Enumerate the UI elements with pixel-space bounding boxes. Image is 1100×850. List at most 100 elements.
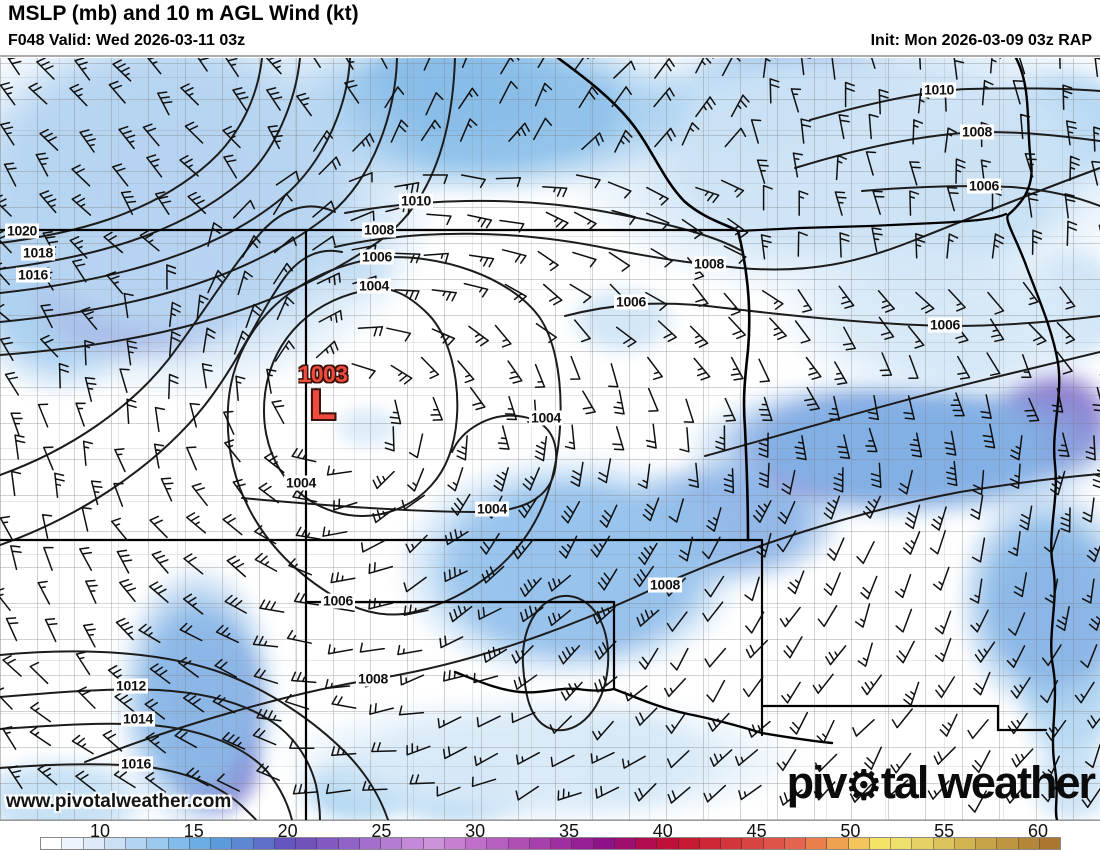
colorbar-cell: [827, 838, 849, 849]
isobar-label: 1004: [475, 500, 509, 517]
scale-tick: 25: [371, 821, 392, 841]
isobar-label: 1018: [21, 244, 55, 261]
isobar-label: 1010: [922, 81, 956, 98]
colorbar-cell: [381, 838, 403, 849]
isobar-label: 1006: [321, 592, 355, 609]
scale-tick: 60: [1027, 821, 1049, 841]
colorbar-cell: [168, 838, 190, 849]
colorbar-cell: [359, 838, 381, 849]
colorbar-cell: [423, 838, 445, 849]
scale-tick: 20: [277, 821, 298, 841]
map-canvas[interactable]: 1003 L www.pivotalweather.com piv⚙tal we…: [0, 58, 1100, 820]
isobar-label: 1004: [357, 277, 391, 294]
scale-tick: 40: [652, 821, 673, 841]
init-time-label: Init: Mon 2026-03-09 03z RAP: [870, 32, 1092, 49]
logo-text-before: piv: [786, 757, 848, 808]
colorbar-cell: [891, 838, 913, 849]
colorbar-cell: [699, 838, 721, 849]
wind-speed-scale: 10 15 20 25 30 35 40 45 50 55 60: [0, 820, 1100, 850]
colorbar-cell: [529, 838, 551, 849]
colorbar-cell: [189, 838, 211, 849]
colorbar-cell: [487, 838, 509, 849]
scale-tick: 35: [558, 821, 580, 841]
colorbar-cell: [232, 838, 254, 849]
colorbar-cell: [508, 838, 530, 849]
colorbar-cell: [253, 838, 275, 849]
scale-tick: 55: [934, 821, 955, 841]
isobar-label: 1014: [121, 710, 155, 727]
wind-barbs: [0, 58, 1100, 813]
colorbar-cell: [848, 838, 870, 849]
colorbar-cell: [147, 838, 169, 849]
colorbar-cell: [466, 838, 488, 849]
colorbar-cell: [104, 838, 126, 849]
colorbar-cell: [62, 838, 84, 849]
isobar-and-borders-layer: [0, 58, 1100, 820]
colorbar-cell: [784, 838, 806, 849]
isobar-label: 1006: [614, 293, 648, 310]
header-divider: [0, 55, 1100, 57]
isobar-label: 1008: [362, 221, 396, 238]
colorbar-cell: [444, 838, 466, 849]
isobar-label: 1006: [928, 316, 962, 333]
scale-tick: 30: [465, 821, 486, 841]
colorbar-cell: [636, 838, 658, 849]
colorbar-cell: [997, 838, 1019, 849]
colorbar-cell: [551, 838, 573, 849]
wind-speed-shading: [275, 693, 805, 820]
colorbar-cell: [954, 838, 976, 849]
isobar-label: 1016: [119, 755, 153, 772]
scale-tick: 50: [840, 821, 861, 841]
colorbar-cell: [83, 838, 105, 849]
colorbar-cell: [869, 838, 891, 849]
colorbar-cell: [1039, 838, 1060, 849]
colorbar-cell: [41, 838, 63, 849]
header-bar: MSLP (mb) and 10 m AGL Wind (kt) F048 Va…: [0, 0, 1100, 57]
colorbar-cell: [742, 838, 764, 849]
isobar-contours: [0, 58, 1100, 820]
colorbar-cell: [338, 838, 360, 849]
watermark-url: www.pivotalweather.com: [6, 791, 232, 812]
low-pressure-value: 1003: [298, 361, 348, 387]
low-pressure-marker: 1003 L: [298, 361, 348, 428]
colorbar-cell: [657, 838, 679, 849]
colorbar-cell: [211, 838, 233, 849]
colorbar-cell: [296, 838, 318, 849]
colorbar-cell: [912, 838, 934, 849]
isobar-label: 1008: [960, 123, 994, 140]
colorbar-cell: [402, 838, 424, 849]
page-title: MSLP (mb) and 10 m AGL Wind (kt): [8, 2, 359, 25]
isobar-label: 1008: [648, 576, 682, 593]
isobar-label: 1008: [692, 255, 726, 272]
colorbar-cell: [933, 838, 955, 849]
scale-tick: 10: [89, 821, 111, 841]
brand-logo: piv⚙tal weather: [787, 760, 1096, 808]
colorbar-cell: [593, 838, 615, 849]
colorbar-cell: [976, 838, 998, 849]
gear-icon: ⚙: [845, 762, 882, 808]
valid-time-label: F048 Valid: Wed 2026-03-11 03z: [8, 32, 246, 49]
isobar-label: 1016: [16, 266, 50, 283]
colorbar-cell: [1018, 838, 1040, 849]
colorbar-cell: [317, 838, 339, 849]
isobar-label: 1020: [5, 222, 39, 239]
logo-text-after: tal weather: [880, 757, 1096, 808]
low-symbol: L: [310, 381, 336, 428]
colorbar-cell: [274, 838, 296, 849]
colorbar: [40, 837, 1061, 850]
isobar-label: 1006: [967, 177, 1001, 194]
isobar-label: 1008: [356, 670, 390, 687]
colorbar-cell: [806, 838, 828, 849]
colorbar-cell: [678, 838, 700, 849]
colorbar-cell: [614, 838, 636, 849]
isobar-label: 1012: [114, 677, 148, 694]
isobar-label: 1004: [284, 474, 318, 491]
isobar-label: 1004: [529, 409, 563, 426]
colorbar-cell: [763, 838, 785, 849]
colorbar-cell: [572, 838, 594, 849]
colorbar-cell: [721, 838, 743, 849]
scale-tick: 45: [746, 821, 767, 841]
wind-speed-shading: [395, 453, 745, 683]
isobar-label: 1010: [399, 192, 433, 209]
